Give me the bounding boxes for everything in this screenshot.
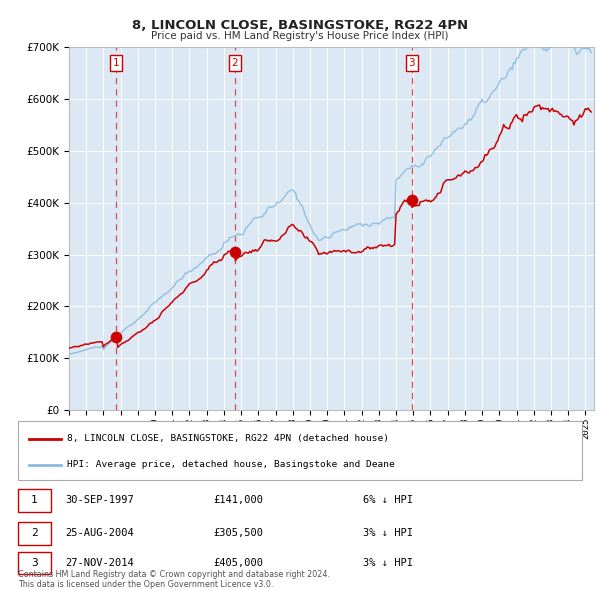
Text: 2: 2	[232, 58, 238, 68]
Point	[407, 195, 416, 205]
Text: 1: 1	[113, 58, 119, 68]
Text: 27-NOV-2014: 27-NOV-2014	[65, 558, 134, 568]
Text: 30-SEP-1997: 30-SEP-1997	[65, 496, 134, 506]
Text: 25-AUG-2004: 25-AUG-2004	[65, 529, 134, 539]
Text: HPI: Average price, detached house, Basingstoke and Deane: HPI: Average price, detached house, Basi…	[67, 460, 394, 469]
Text: Price paid vs. HM Land Registry's House Price Index (HPI): Price paid vs. HM Land Registry's House …	[151, 31, 449, 41]
Bar	[18, 522, 51, 545]
Text: 1: 1	[31, 496, 38, 506]
Bar	[18, 489, 51, 512]
Text: £405,000: £405,000	[214, 558, 263, 568]
Text: 2: 2	[31, 529, 38, 539]
Point	[230, 247, 240, 257]
Text: 3: 3	[408, 58, 415, 68]
Text: £141,000: £141,000	[214, 496, 263, 506]
Text: 8, LINCOLN CLOSE, BASINGSTOKE, RG22 4PN (detached house): 8, LINCOLN CLOSE, BASINGSTOKE, RG22 4PN …	[67, 434, 389, 443]
Text: 3% ↓ HPI: 3% ↓ HPI	[364, 558, 413, 568]
Point	[112, 332, 121, 342]
Text: 3: 3	[31, 558, 38, 568]
Text: Contains HM Land Registry data © Crown copyright and database right 2024.
This d: Contains HM Land Registry data © Crown c…	[18, 570, 329, 589]
Text: 3% ↓ HPI: 3% ↓ HPI	[364, 529, 413, 539]
Text: £305,500: £305,500	[214, 529, 263, 539]
Text: 8, LINCOLN CLOSE, BASINGSTOKE, RG22 4PN: 8, LINCOLN CLOSE, BASINGSTOKE, RG22 4PN	[132, 19, 468, 32]
Text: 6% ↓ HPI: 6% ↓ HPI	[364, 496, 413, 506]
Bar	[18, 552, 51, 574]
Bar	[18, 421, 582, 480]
